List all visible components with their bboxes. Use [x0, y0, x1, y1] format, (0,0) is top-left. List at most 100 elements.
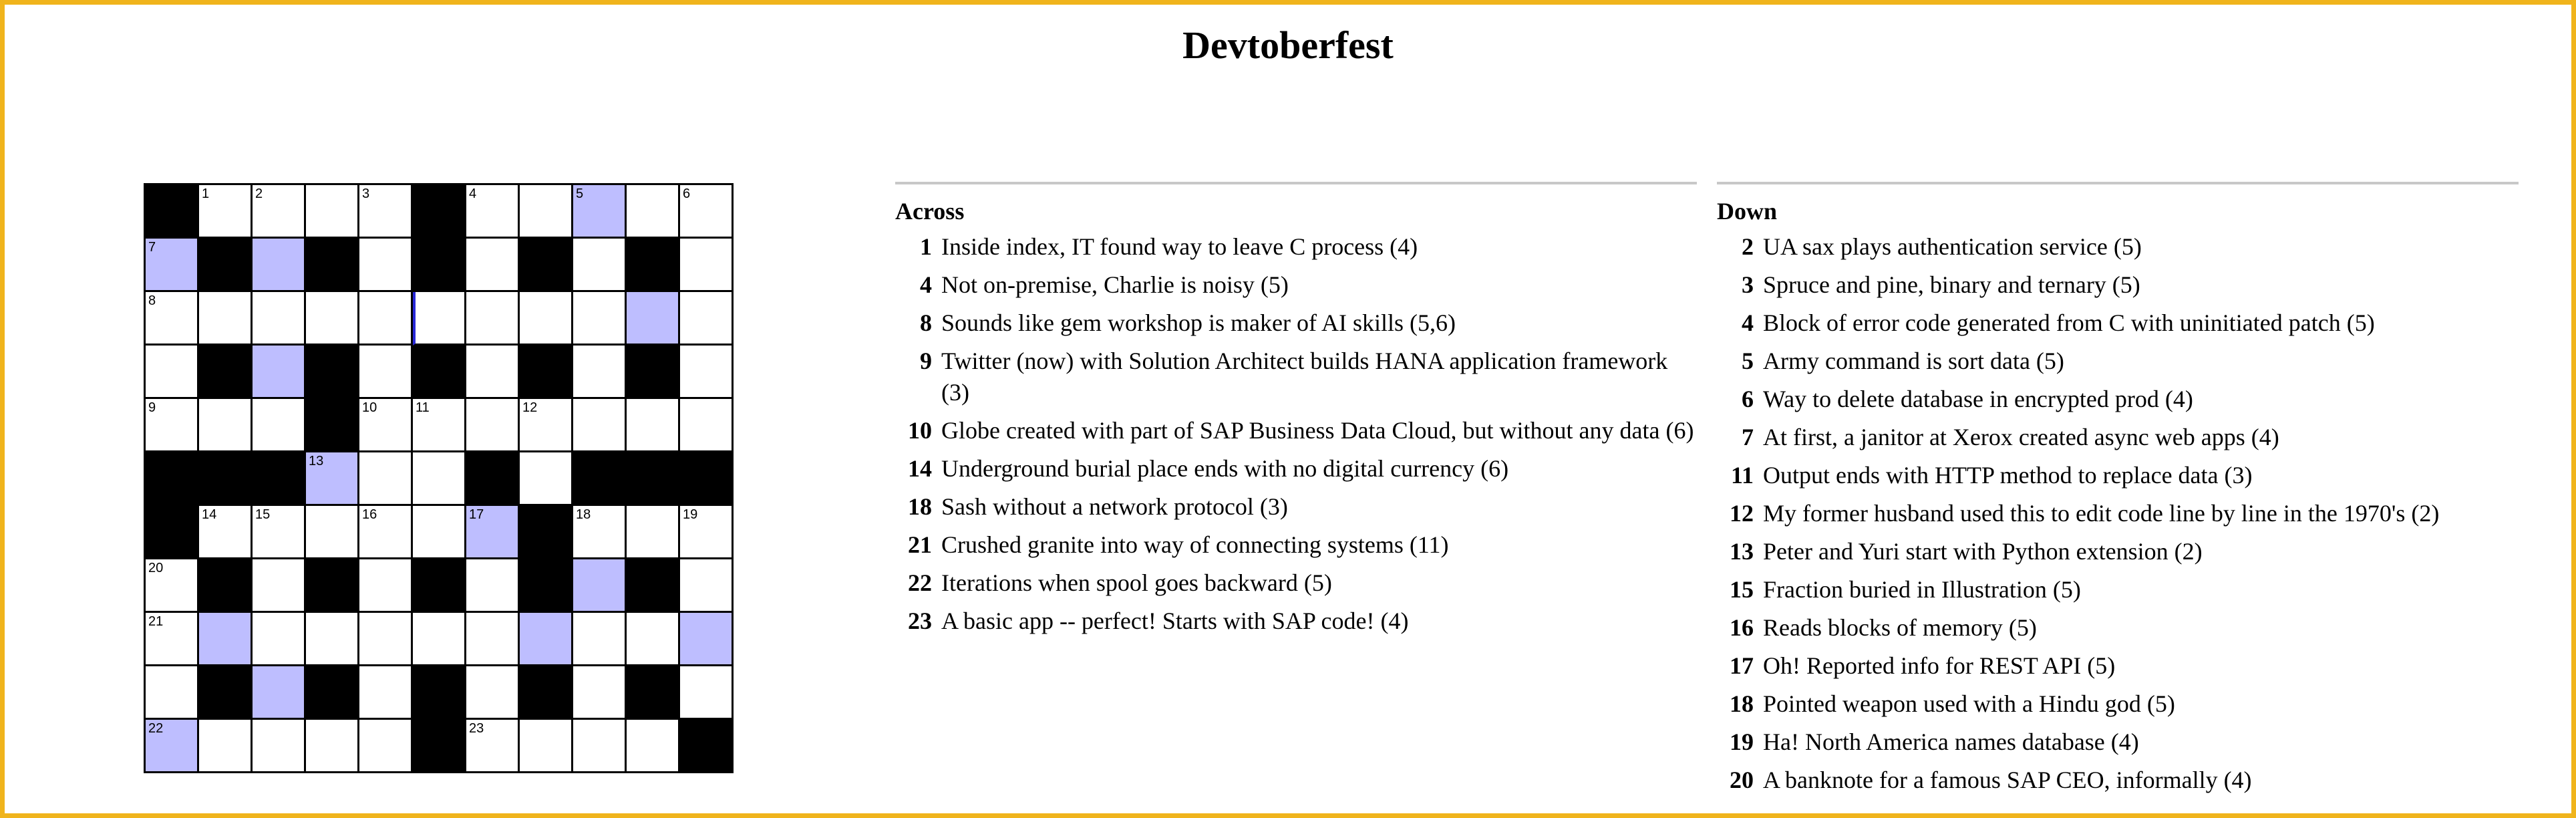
down-clue[interactable]: 17 Oh! Reported info for REST API (5): [1717, 650, 2519, 682]
grid-cell[interactable]: 20: [146, 559, 199, 613]
grid-cell[interactable]: [306, 292, 359, 346]
grid-cell[interactable]: [466, 666, 520, 720]
grid-cell[interactable]: 18: [573, 506, 627, 559]
grid-cell[interactable]: [573, 346, 627, 399]
across-clue[interactable]: 23 A basic app -- perfect! Starts with SA…: [895, 605, 1697, 637]
grid-cell[interactable]: [359, 559, 413, 613]
grid-cell[interactable]: 22: [146, 720, 199, 773]
grid-cell[interactable]: 7: [146, 239, 199, 292]
grid-cell[interactable]: [253, 239, 306, 292]
grid-cell[interactable]: [573, 720, 627, 773]
down-clue[interactable]: 13 Peter and Yuri start with Python exten…: [1717, 536, 2519, 567]
across-clue[interactable]: 14 Underground burial place ends with no …: [895, 453, 1697, 485]
down-clue[interactable]: 5 Army command is sort data (5): [1717, 346, 2519, 377]
grid-cell[interactable]: [359, 613, 413, 666]
grid-cell[interactable]: [253, 292, 306, 346]
grid-cell[interactable]: [359, 720, 413, 773]
grid-cell[interactable]: [520, 292, 573, 346]
grid-cell[interactable]: [306, 720, 359, 773]
grid-cell[interactable]: [413, 613, 466, 666]
grid-cell[interactable]: [359, 346, 413, 399]
grid-cell[interactable]: 16: [359, 506, 413, 559]
grid-cell[interactable]: 3: [359, 185, 413, 239]
grid-cell[interactable]: [146, 346, 199, 399]
grid-cell[interactable]: 6: [680, 185, 734, 239]
across-clue[interactable]: 18 Sash without a network protocol (3): [895, 491, 1697, 523]
grid-cell[interactable]: 10: [359, 399, 413, 452]
grid-cell[interactable]: [466, 239, 520, 292]
grid-cell[interactable]: [627, 613, 680, 666]
grid-cell[interactable]: [359, 666, 413, 720]
grid-cell[interactable]: [253, 399, 306, 452]
grid-cell[interactable]: [573, 292, 627, 346]
grid-cell[interactable]: [199, 613, 253, 666]
grid-cell[interactable]: 1: [199, 185, 253, 239]
grid-cell[interactable]: [466, 292, 520, 346]
grid-cell[interactable]: [359, 292, 413, 346]
grid-cell[interactable]: [146, 666, 199, 720]
down-clue[interactable]: 7 At first, a janitor at Xerox created as…: [1717, 422, 2519, 453]
grid-cell[interactable]: 14: [199, 506, 253, 559]
down-clue[interactable]: 6 Way to delete database in encrypted pro…: [1717, 384, 2519, 415]
grid-cell[interactable]: 21: [146, 613, 199, 666]
grid-cell[interactable]: [466, 399, 520, 452]
grid-cell[interactable]: [573, 239, 627, 292]
grid-cell[interactable]: [627, 506, 680, 559]
grid-cell[interactable]: [306, 613, 359, 666]
down-clue[interactable]: 20 A banknote for a famous SAP CEO, infor…: [1717, 765, 2519, 796]
grid-cell[interactable]: [199, 399, 253, 452]
grid-cell[interactable]: [680, 292, 734, 346]
across-clue[interactable]: 21 Crushed granite into way of connecting…: [895, 529, 1697, 561]
grid-cell[interactable]: [253, 613, 306, 666]
across-clue[interactable]: 22 Iterations when spool goes backward (5…: [895, 567, 1697, 599]
grid-cell[interactable]: 11: [413, 399, 466, 452]
grid-cell[interactable]: [413, 452, 466, 506]
grid-cell[interactable]: 5: [573, 185, 627, 239]
down-clue[interactable]: 3 Spruce and pine, binary and ternary (5): [1717, 269, 2519, 301]
across-clue[interactable]: 1 Inside index, IT found way to leave C p…: [895, 231, 1697, 263]
down-clue[interactable]: 11 Output ends with HTTP method to replac…: [1717, 460, 2519, 491]
grid-cell[interactable]: [253, 666, 306, 720]
grid-cell[interactable]: 13: [306, 452, 359, 506]
grid-cell[interactable]: [573, 559, 627, 613]
grid-cell[interactable]: [466, 559, 520, 613]
grid-cell[interactable]: [520, 720, 573, 773]
grid-cell[interactable]: [680, 666, 734, 720]
across-clue[interactable]: 10 Globe created with part of SAP Busines…: [895, 415, 1697, 446]
grid-cell[interactable]: [253, 346, 306, 399]
grid-cell[interactable]: [680, 346, 734, 399]
grid-cell[interactable]: [520, 452, 573, 506]
grid-cell[interactable]: [306, 506, 359, 559]
grid-cell[interactable]: [573, 613, 627, 666]
grid-cell[interactable]: 17: [466, 506, 520, 559]
grid-cell[interactable]: [680, 399, 734, 452]
grid-cell[interactable]: 23: [466, 720, 520, 773]
down-clue[interactable]: 15 Fraction buried in Illustration (5): [1717, 574, 2519, 605]
grid-cell[interactable]: [573, 666, 627, 720]
grid-cell[interactable]: [520, 185, 573, 239]
grid-cell[interactable]: [253, 720, 306, 773]
grid-cell[interactable]: [627, 185, 680, 239]
down-clue[interactable]: 12 My former husband used this to edit co…: [1717, 498, 2519, 529]
grid-cell[interactable]: 8: [146, 292, 199, 346]
grid-cell[interactable]: [306, 185, 359, 239]
grid-cell[interactable]: [627, 399, 680, 452]
down-clue[interactable]: 2 UA sax plays authentication service (5): [1717, 231, 2519, 263]
grid-cell[interactable]: [413, 506, 466, 559]
grid-cell[interactable]: [466, 613, 520, 666]
grid-cell[interactable]: [253, 559, 306, 613]
across-clue[interactable]: 9 Twitter (now) with Solution Architect b…: [895, 346, 1697, 408]
down-clue[interactable]: 4 Block of error code generated from C wi…: [1717, 307, 2519, 339]
grid-cell[interactable]: 19: [680, 506, 734, 559]
active-grid-cell[interactable]: [413, 292, 466, 346]
down-clue[interactable]: 16 Reads blocks of memory (5): [1717, 612, 2519, 644]
grid-cell[interactable]: 9: [146, 399, 199, 452]
grid-cell[interactable]: [466, 346, 520, 399]
grid-cell[interactable]: [680, 559, 734, 613]
down-clue[interactable]: 19 Ha! North America names database (4): [1717, 726, 2519, 758]
across-clue[interactable]: 8 Sounds like gem workshop is maker of AI…: [895, 307, 1697, 339]
grid-cell[interactable]: 15: [253, 506, 306, 559]
grid-cell[interactable]: [359, 239, 413, 292]
grid-cell[interactable]: [199, 720, 253, 773]
down-clue[interactable]: 18 Pointed weapon used with a Hindu god (…: [1717, 688, 2519, 720]
